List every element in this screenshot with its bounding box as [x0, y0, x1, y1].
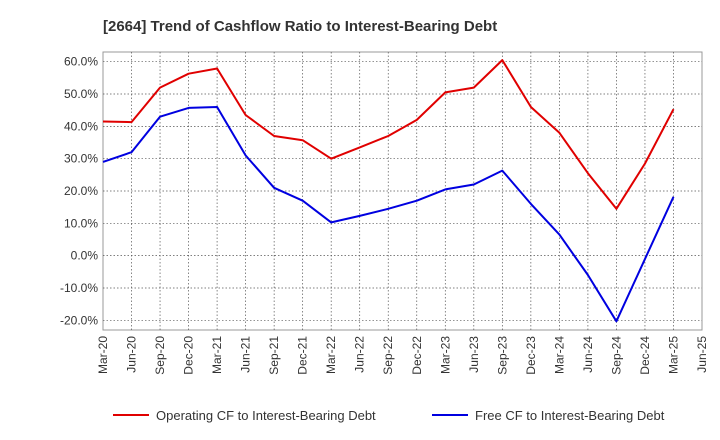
x-tick-label: Jun-24 [581, 336, 595, 373]
legend-label-operating-cf: Operating CF to Interest-Bearing Debt [156, 408, 376, 423]
x-tick-label: Sep-23 [495, 336, 509, 375]
x-tick-label: Jun-22 [353, 336, 367, 373]
x-tick-label: Jun-23 [467, 336, 481, 373]
legend-label-free-cf: Free CF to Interest-Bearing Debt [475, 408, 665, 423]
x-tick-label: Dec-22 [410, 336, 424, 375]
y-tick-label: 50.0% [64, 87, 98, 101]
y-tick-label: 10.0% [64, 216, 98, 230]
series-line-operating-cf [102, 59, 675, 210]
y-tick-label: -20.0% [60, 313, 98, 327]
y-tick-label: 0.0% [71, 249, 99, 263]
y-tick-label: 40.0% [64, 119, 98, 133]
series-line-free-cf [102, 106, 675, 323]
grid-lines [103, 52, 702, 330]
y-tick-label: 20.0% [64, 184, 98, 198]
x-tick-label: Jun-20 [125, 336, 139, 373]
x-tick-label: Mar-20 [96, 336, 110, 374]
x-tick-label: Mar-21 [210, 336, 224, 374]
x-tick-label: Sep-24 [609, 336, 623, 375]
x-tick-label: Dec-24 [638, 336, 652, 375]
legend: Operating CF to Interest-Bearing Debt Fre… [113, 408, 665, 423]
x-tick-label: Dec-20 [182, 336, 196, 375]
x-tick-label: Mar-25 [666, 336, 680, 374]
x-tick-label: Dec-21 [296, 336, 310, 375]
series-lines [102, 59, 675, 323]
chart-title: [2664] Trend of Cashflow Ratio to Intere… [103, 18, 497, 35]
y-tick-label: 60.0% [64, 55, 98, 69]
x-tick-label: Jun-21 [239, 336, 253, 373]
x-tick-label: Mar-22 [324, 336, 338, 374]
x-tick-label: Sep-22 [381, 336, 395, 375]
y-axis-ticks: -20.0% -10.0% 0.0% 10.0% 20.0% 30.0% 40.0% 50.0… [60, 55, 98, 328]
x-tick-label: Dec-23 [524, 336, 538, 375]
x-tick-label: Jun-25 [695, 336, 709, 373]
x-tick-label: Mar-23 [438, 336, 452, 374]
x-tick-label: Sep-21 [267, 336, 281, 375]
y-tick-label: 30.0% [64, 152, 98, 166]
plot-area [102, 51, 703, 331]
y-tick-label: -10.0% [60, 281, 98, 295]
x-tick-label: Sep-20 [153, 336, 167, 375]
x-tick-label: Mar-24 [552, 336, 566, 374]
x-axis-ticks: Mar-20 Jun-20 Sep-20 Dec-20 Mar-21 Jun-21 Sep-… [96, 336, 709, 375]
